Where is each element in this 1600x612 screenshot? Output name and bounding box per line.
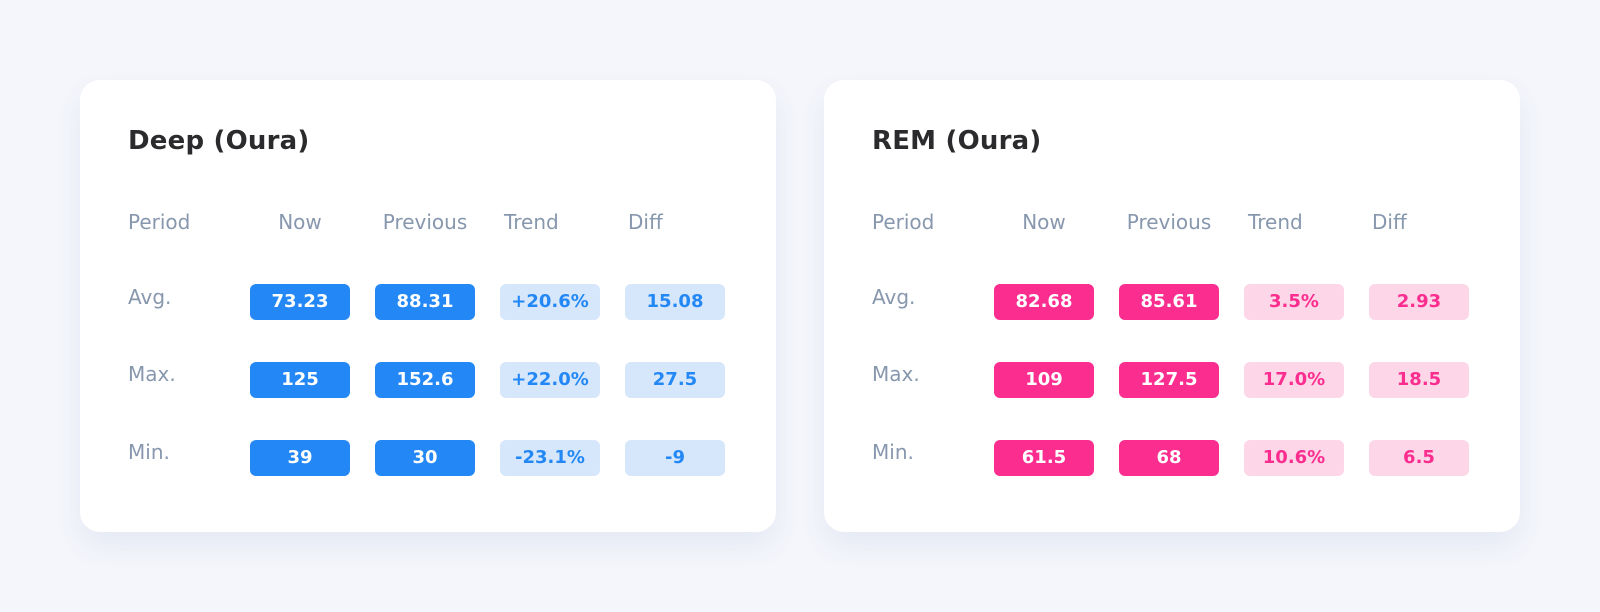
trend-badge: +20.6% (500, 284, 600, 320)
row-label-min: Min. (128, 440, 170, 464)
previous-value-badge: 88.31 (375, 284, 475, 320)
card-title: REM (Oura) (872, 126, 1042, 156)
now-value-badge: 61.5 (994, 440, 1094, 476)
row-label-avg: Avg. (128, 285, 172, 309)
column-header-trend: Trend (504, 210, 559, 234)
column-header-diff: Diff (628, 210, 663, 234)
previous-value-badge: 85.61 (1119, 284, 1219, 320)
column-header-diff: Diff (1372, 210, 1407, 234)
row-label-min: Min. (872, 440, 914, 464)
previous-value-badge: 30 (375, 440, 475, 476)
trend-badge: 17.0% (1244, 362, 1344, 398)
column-header-now: Now (1022, 210, 1066, 234)
diff-badge: 2.93 (1369, 284, 1469, 320)
trend-badge: 3.5% (1244, 284, 1344, 320)
row-label-max: Max. (872, 362, 920, 386)
now-value-badge: 82.68 (994, 284, 1094, 320)
trend-badge: -23.1% (500, 440, 600, 476)
diff-badge: 15.08 (625, 284, 725, 320)
rem-sleep-card: REM (Oura) Period Now Previous Trend Dif… (824, 80, 1520, 532)
column-header-period: Period (128, 210, 191, 234)
column-header-period: Period (872, 210, 935, 234)
card-title: Deep (Oura) (128, 126, 310, 156)
deep-sleep-card: Deep (Oura) Period Now Previous Trend Di… (80, 80, 776, 532)
column-header-trend: Trend (1248, 210, 1303, 234)
column-header-now: Now (278, 210, 322, 234)
column-header-previous: Previous (382, 210, 468, 234)
previous-value-badge: 127.5 (1119, 362, 1219, 398)
diff-badge: 6.5 (1369, 440, 1469, 476)
now-value-badge: 125 (250, 362, 350, 398)
now-value-badge: 39 (250, 440, 350, 476)
diff-badge: 18.5 (1369, 362, 1469, 398)
diff-badge: -9 (625, 440, 725, 476)
diff-badge: 27.5 (625, 362, 725, 398)
now-value-badge: 73.23 (250, 284, 350, 320)
trend-badge: +22.0% (500, 362, 600, 398)
previous-value-badge: 152.6 (375, 362, 475, 398)
row-label-max: Max. (128, 362, 176, 386)
now-value-badge: 109 (994, 362, 1094, 398)
trend-badge: 10.6% (1244, 440, 1344, 476)
column-header-previous: Previous (1126, 210, 1212, 234)
previous-value-badge: 68 (1119, 440, 1219, 476)
row-label-avg: Avg. (872, 285, 916, 309)
